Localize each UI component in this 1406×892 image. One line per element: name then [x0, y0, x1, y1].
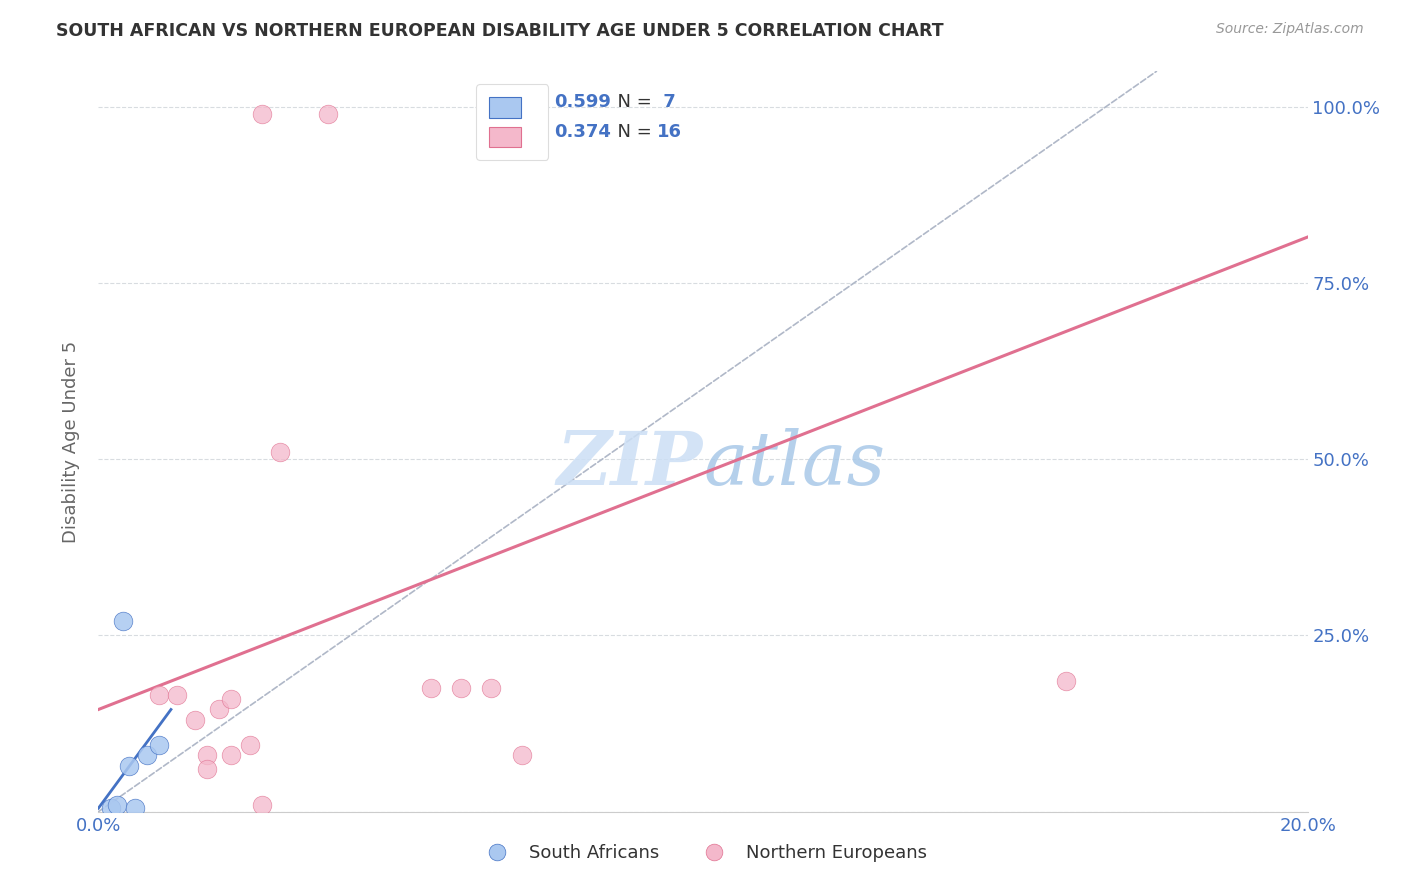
Point [166, 689, 188, 703]
Point [195, 763, 218, 777]
Legend: South Africans, Northern Europeans: South Africans, Northern Europeans [471, 838, 935, 870]
Point [124, 801, 146, 815]
Point [148, 738, 170, 752]
Point [105, 797, 128, 812]
Text: ZIP: ZIP [557, 427, 703, 500]
Point [420, 681, 443, 696]
Point [118, 759, 141, 773]
Y-axis label: Disability Age Under 5: Disability Age Under 5 [62, 341, 80, 542]
Point [148, 689, 170, 703]
Point [316, 106, 339, 120]
Point [221, 692, 243, 706]
Point [239, 738, 262, 752]
Point [450, 681, 472, 696]
Text: 7: 7 [657, 94, 676, 112]
Point [1054, 674, 1077, 689]
Text: 16: 16 [657, 123, 682, 141]
Legend: , : , [477, 84, 548, 160]
Point [111, 615, 134, 629]
Point [269, 445, 291, 459]
Text: R =: R = [503, 94, 543, 112]
Text: R =: R = [503, 123, 543, 141]
Text: SOUTH AFRICAN VS NORTHERN EUROPEAN DISABILITY AGE UNDER 5 CORRELATION CHART: SOUTH AFRICAN VS NORTHERN EUROPEAN DISAB… [56, 22, 943, 40]
Text: 0.374: 0.374 [554, 123, 612, 141]
Text: atlas: atlas [703, 427, 886, 500]
Text: N =: N = [606, 123, 658, 141]
Point [135, 748, 157, 763]
Text: 0.599: 0.599 [554, 94, 612, 112]
Point [100, 801, 122, 815]
Text: N =: N = [606, 94, 658, 112]
Point [481, 681, 503, 696]
Point [510, 748, 533, 763]
Point [208, 702, 231, 716]
Point [250, 106, 273, 120]
Point [221, 748, 243, 763]
Point [250, 797, 273, 812]
Point [184, 713, 207, 727]
Text: Source: ZipAtlas.com: Source: ZipAtlas.com [1216, 22, 1364, 37]
Point [195, 748, 218, 763]
